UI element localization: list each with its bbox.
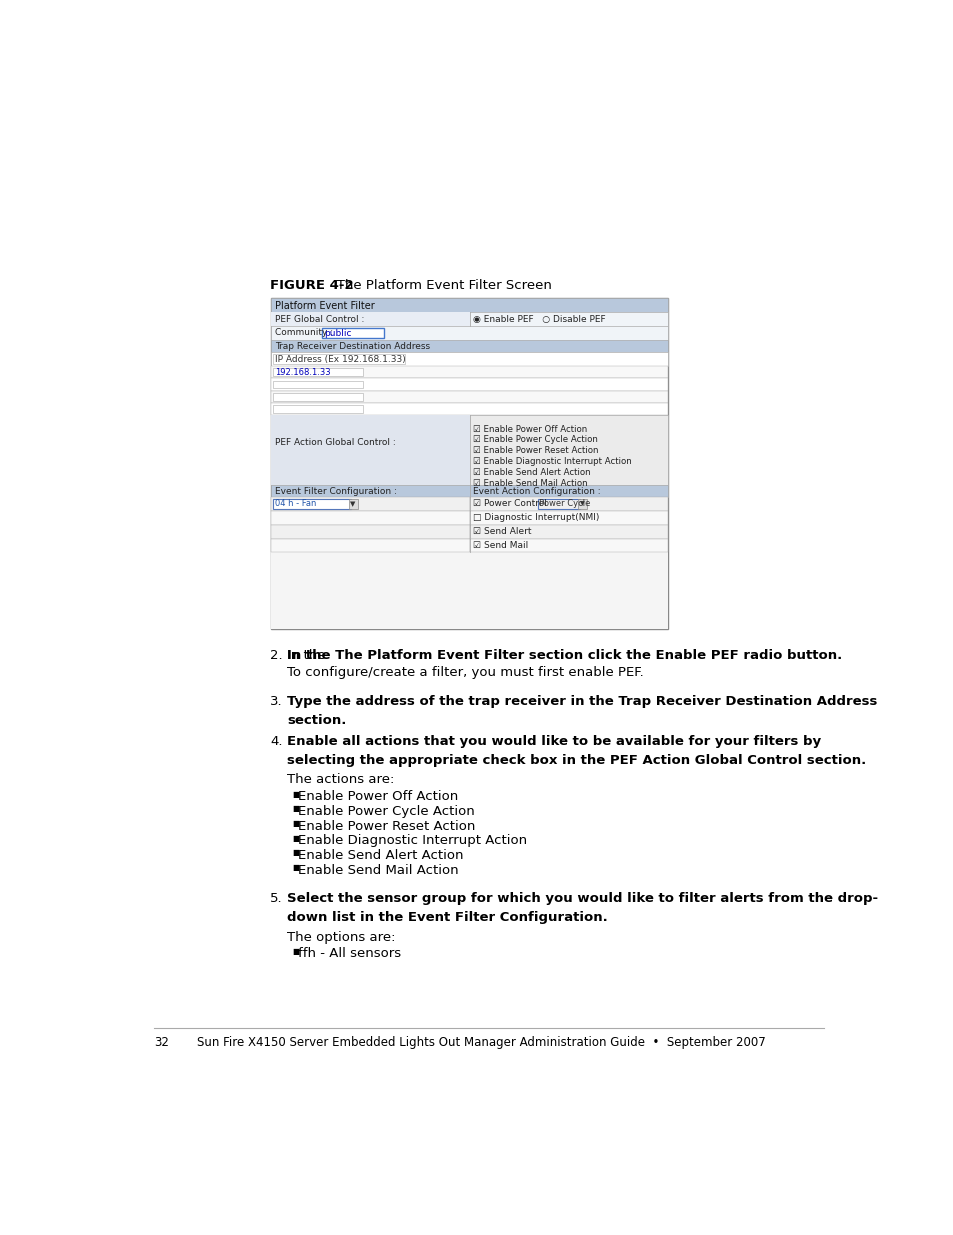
Text: 4.: 4. — [270, 735, 283, 748]
Bar — [578, 499, 586, 509]
Text: 5.: 5. — [270, 892, 283, 905]
Text: 192.168.1.33: 192.168.1.33 — [274, 368, 331, 378]
Text: Power Cycle: Power Cycle — [538, 499, 590, 509]
Bar — [274, 393, 362, 401]
Bar — [271, 340, 667, 352]
Text: IP Address (Ex 192.168.1.33): IP Address (Ex 192.168.1.33) — [274, 354, 405, 363]
Text: ■: ■ — [292, 804, 299, 813]
Bar — [271, 312, 469, 326]
Text: In the ​The​ ​Platform​ ​Event​ ​Filter​ section click the ​Enable​ ​PEF​ ​radio: In the ​The​ ​Platform​ ​Event​ ​Filter​… — [287, 648, 841, 662]
Text: Event Action Configuration :: Event Action Configuration : — [473, 487, 600, 496]
Bar — [271, 378, 667, 390]
Text: ☑ Enable Power Cycle Action: ☑ Enable Power Cycle Action — [473, 436, 598, 445]
Text: Enable Power Off Action: Enable Power Off Action — [298, 790, 458, 804]
Bar — [271, 299, 667, 630]
Text: 04 h - Fan: 04 h - Fan — [274, 499, 316, 509]
Text: ■: ■ — [292, 947, 299, 956]
Text: 3.: 3. — [270, 695, 283, 708]
Bar — [274, 353, 405, 364]
Text: Type the address of the trap receiver in the Trap Receiver Destination Address
s: Type the address of the trap receiver in… — [287, 695, 877, 727]
Text: Enable Send Mail Action: Enable Send Mail Action — [298, 863, 458, 877]
Bar — [271, 390, 667, 403]
Bar — [537, 499, 579, 509]
Bar — [469, 525, 667, 538]
Bar — [271, 403, 667, 415]
Text: public: public — [323, 330, 351, 338]
Bar — [271, 511, 469, 525]
Bar — [271, 552, 667, 630]
Text: ☑ Enable Diagnostic Interrupt Action: ☑ Enable Diagnostic Interrupt Action — [473, 457, 632, 466]
Text: PEF Global Control :: PEF Global Control : — [274, 315, 364, 324]
Text: Enable Diagnostic Interrupt Action: Enable Diagnostic Interrupt Action — [298, 835, 527, 847]
Text: ■: ■ — [292, 819, 299, 827]
Text: PEF Action Global Control :: PEF Action Global Control : — [274, 438, 395, 447]
Bar — [271, 484, 667, 496]
Bar — [271, 538, 469, 552]
Text: Enable Send Alert Action: Enable Send Alert Action — [298, 848, 463, 862]
Bar — [469, 538, 667, 552]
Bar — [469, 496, 667, 511]
Text: The Platform Event Filter Screen: The Platform Event Filter Screen — [323, 279, 551, 293]
Text: ■: ■ — [292, 834, 299, 842]
Bar — [271, 525, 469, 538]
Text: ■: ■ — [292, 848, 299, 857]
Text: ☑ Enable Send Alert Action: ☑ Enable Send Alert Action — [473, 468, 591, 477]
Text: ☑ Enable Power Reset Action: ☑ Enable Power Reset Action — [473, 446, 598, 456]
Text: To configure/create a filter, you must first enable PEF.: To configure/create a filter, you must f… — [287, 666, 643, 679]
Text: ffh - All sensors: ffh - All sensors — [298, 947, 401, 961]
Text: ☑ Enable Power Off Action: ☑ Enable Power Off Action — [473, 425, 587, 433]
Text: The actions are:: The actions are: — [287, 773, 395, 787]
Text: ☑ Power Control: ☑ Power Control — [473, 499, 553, 509]
Text: ▼: ▼ — [350, 501, 355, 508]
Bar — [321, 329, 383, 337]
Text: 32: 32 — [154, 1036, 169, 1049]
Bar — [271, 415, 667, 484]
Text: FIGURE 4-2: FIGURE 4-2 — [270, 279, 354, 293]
Text: Community :: Community : — [274, 329, 333, 337]
Bar — [271, 415, 469, 484]
Bar — [274, 499, 351, 509]
Bar — [274, 380, 362, 389]
Bar — [469, 511, 667, 525]
Text: ☑ Enable Send Mail Action: ☑ Enable Send Mail Action — [473, 478, 587, 488]
Bar — [271, 299, 667, 312]
Text: Enable Power Cycle Action: Enable Power Cycle Action — [298, 805, 475, 818]
Text: ☑ Send Alert: ☑ Send Alert — [473, 527, 532, 536]
Text: 2.: 2. — [270, 648, 283, 662]
Text: Sun Fire X4150 Server Embedded Lights Out Manager Administration Guide  •  Septe: Sun Fire X4150 Server Embedded Lights Ou… — [196, 1036, 764, 1049]
Text: □ Diagnostic Interrupt(NMI): □ Diagnostic Interrupt(NMI) — [473, 514, 599, 522]
Text: The options are:: The options are: — [287, 930, 395, 944]
Text: ■: ■ — [292, 863, 299, 872]
Text: Enable Power Reset Action: Enable Power Reset Action — [298, 820, 476, 832]
Bar — [271, 366, 667, 378]
Text: Event Filter Configuration :: Event Filter Configuration : — [274, 487, 396, 496]
Text: In the: In the — [287, 648, 335, 662]
Text: Enable all actions that you would like to be available for your filters by
selec: Enable all actions that you would like t… — [287, 735, 865, 767]
Text: ▼: ▼ — [579, 501, 584, 506]
Bar — [274, 368, 362, 377]
Text: ☑ Send Mail: ☑ Send Mail — [473, 541, 528, 550]
Bar — [271, 312, 667, 326]
Text: Platform Event Filter: Platform Event Filter — [274, 300, 375, 311]
Bar — [271, 326, 667, 340]
Text: ■: ■ — [292, 789, 299, 799]
Text: ◉ Enable PEF   ○ Disable PEF: ◉ Enable PEF ○ Disable PEF — [473, 315, 605, 324]
Text: Trap Receiver Destination Address: Trap Receiver Destination Address — [274, 342, 430, 351]
Bar — [271, 352, 667, 366]
Text: Select the sensor group for which you would like to filter alerts from the drop-: Select the sensor group for which you wo… — [287, 892, 878, 924]
Bar — [348, 499, 357, 509]
Bar — [271, 496, 469, 511]
Bar — [274, 405, 362, 412]
